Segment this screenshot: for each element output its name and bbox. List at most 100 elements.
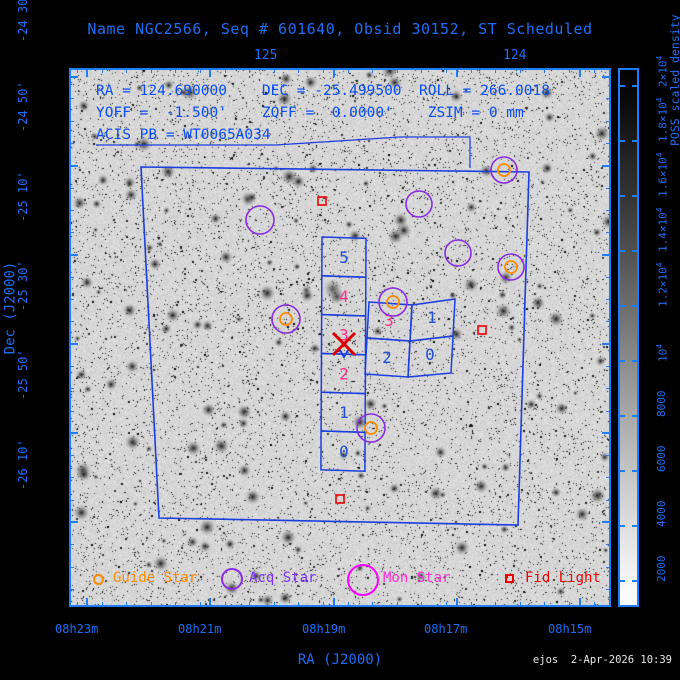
axis-tick	[606, 499, 611, 501]
colorbar-tick	[632, 84, 639, 87]
axis-tick	[69, 232, 74, 234]
axis-tick	[606, 477, 611, 479]
axis-tick	[421, 68, 423, 73]
axis-tick	[69, 388, 74, 390]
colorbar-tick-label: 6000	[655, 445, 668, 472]
colorbar-tick-label: 4000	[655, 500, 668, 527]
axis-tick	[593, 602, 595, 607]
axis-tick	[593, 68, 595, 73]
y-axis-tick-1: -24 50'	[16, 81, 30, 132]
axis-tick	[298, 68, 300, 73]
axis-tick	[69, 142, 74, 144]
colorbar-tick-label: 104	[655, 343, 670, 362]
axis-tick	[69, 477, 74, 479]
axis-tick	[606, 299, 611, 300]
axis-tick	[69, 165, 74, 167]
colorbar-tick	[618, 524, 625, 527]
colorbar-tick-label: 2000	[655, 555, 668, 582]
axis-tick	[69, 276, 74, 278]
axis-tick	[606, 544, 611, 546]
colorbar-tick	[632, 414, 639, 417]
axis-tick	[86, 598, 88, 607]
svg-text:1: 1	[339, 403, 349, 422]
x-axis-tick-1: 08h21m	[178, 622, 222, 636]
axis-tick	[470, 602, 472, 607]
axis-tick	[69, 76, 74, 77]
x-axis-tick-2: 08h19m	[302, 622, 346, 636]
svg-text:2: 2	[339, 364, 349, 383]
svg-text:4: 4	[339, 287, 349, 306]
svg-text:3: 3	[384, 311, 394, 330]
acq-star-icon	[221, 568, 243, 590]
y-axis-label: Dec (J2000)	[2, 261, 19, 355]
axis-tick	[347, 602, 349, 607]
colorbar-tick	[632, 304, 639, 307]
guide-star-icon	[93, 574, 104, 585]
svg-text:0: 0	[425, 345, 435, 364]
axis-tick	[606, 254, 611, 256]
sky-image-plot[interactable]: 5 4 3 2 1 0 3 1 2 0	[69, 68, 611, 607]
axis-tick	[69, 343, 74, 345]
colorbar-tick-label: 2×104	[655, 55, 670, 87]
colorbar-tick	[618, 194, 625, 197]
axis-tick	[606, 588, 611, 590]
axis-tick	[606, 432, 611, 434]
colorbar-tick	[618, 249, 625, 252]
svg-text:2: 2	[382, 348, 392, 367]
footer-timestamp: ejos 2-Apr-2026 10:39	[532, 654, 672, 666]
axis-tick	[396, 602, 398, 607]
param-line-1: RA = 124.690000 DEC = -25.499500 ROLL = …	[96, 83, 550, 99]
axis-tick	[606, 365, 611, 367]
axis-tick	[606, 388, 611, 390]
colorbar-tick	[632, 579, 639, 582]
svg-text:0: 0	[339, 442, 349, 461]
axis-tick	[606, 321, 611, 323]
axis-tick	[249, 602, 251, 607]
colorbar-tick	[618, 359, 625, 362]
axis-tick	[69, 499, 74, 501]
colorbar-tick-label: 1.4×104	[655, 206, 670, 252]
axis-tick	[69, 321, 74, 323]
axis-tick	[101, 602, 103, 607]
axis-tick	[77, 602, 78, 607]
legend-label-fid-light: Fid Light	[525, 570, 601, 586]
axis-tick	[273, 68, 275, 73]
axis-tick	[69, 98, 74, 100]
axis-tick	[69, 120, 74, 122]
axis-tick	[333, 68, 335, 77]
axis-tick	[69, 566, 74, 568]
axis-tick	[200, 602, 201, 607]
param-line-2: YOFF = -1.500' ZQFF = 0.0000' ZSIM = 0 m…	[96, 105, 524, 121]
axis-tick	[224, 602, 226, 607]
axis-tick	[209, 598, 211, 607]
axis-tick	[69, 544, 74, 546]
svg-text:1: 1	[427, 308, 437, 327]
colorbar-tick	[618, 579, 625, 582]
axis-tick	[150, 68, 152, 73]
axis-tick	[569, 68, 570, 73]
y-axis-tick-4: -25 50'	[16, 349, 30, 400]
y-axis-tick-2: -25 10'	[16, 171, 30, 222]
mon-star-icon	[347, 564, 379, 596]
axis-tick	[69, 365, 74, 367]
axis-tick	[69, 588, 74, 590]
poss-sky-image	[71, 70, 609, 605]
legend-label-guide-star: Guide Star	[113, 570, 198, 586]
legend-label-mon-star: Mon Star	[383, 570, 451, 586]
colorbar-tick	[632, 194, 639, 197]
colorbar-tick-label: 1.8×104	[655, 96, 670, 142]
legend-label-acq-star: Acq Star	[249, 570, 317, 586]
colorbar-title: POSS scaled density	[668, 14, 680, 146]
axis-tick	[606, 209, 611, 211]
axis-tick	[150, 602, 152, 607]
axis-tick	[372, 68, 374, 73]
axis-tick	[606, 522, 611, 523]
axis-tick	[602, 76, 611, 78]
axis-tick	[323, 68, 324, 73]
axis-tick	[470, 68, 472, 73]
axis-tick	[126, 602, 128, 607]
axis-tick	[606, 343, 611, 345]
colorbar-tick	[618, 469, 625, 472]
axis-tick	[69, 254, 74, 256]
